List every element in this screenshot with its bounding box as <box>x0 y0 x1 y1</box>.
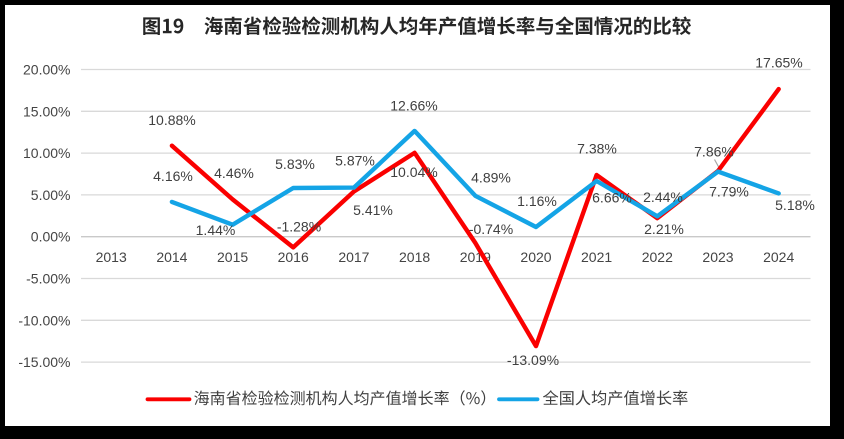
svg-text:2023: 2023 <box>702 249 733 265</box>
svg-text:7.86%: 7.86% <box>694 144 734 160</box>
svg-text:12.66%: 12.66% <box>390 98 437 114</box>
svg-text:2.44%: 2.44% <box>643 189 683 205</box>
svg-text:2022: 2022 <box>642 249 673 265</box>
svg-text:10.00%: 10.00% <box>23 145 70 161</box>
svg-text:2.21%: 2.21% <box>644 221 684 237</box>
svg-text:2021: 2021 <box>581 249 612 265</box>
svg-text:20.00%: 20.00% <box>23 62 70 78</box>
svg-text:5.41%: 5.41% <box>353 202 393 218</box>
svg-text:2013: 2013 <box>96 249 127 265</box>
svg-text:4.46%: 4.46% <box>214 165 254 181</box>
svg-text:2024: 2024 <box>763 249 794 265</box>
svg-text:10.04%: 10.04% <box>390 164 437 180</box>
svg-text:7.79%: 7.79% <box>709 184 749 200</box>
svg-text:5.83%: 5.83% <box>275 156 315 172</box>
svg-text:2017: 2017 <box>338 249 369 265</box>
svg-text:6.66%: 6.66% <box>592 190 632 206</box>
svg-text:2020: 2020 <box>520 249 551 265</box>
svg-text:17.65%: 17.65% <box>755 55 802 71</box>
svg-text:4.89%: 4.89% <box>471 170 511 186</box>
svg-text:2014: 2014 <box>156 249 187 265</box>
svg-text:0.00%: 0.00% <box>31 229 71 245</box>
svg-text:-13.09%: -13.09% <box>507 352 559 368</box>
svg-text:7.38%: 7.38% <box>577 141 617 157</box>
svg-text:2015: 2015 <box>217 249 248 265</box>
svg-text:-0.74%: -0.74% <box>469 221 513 237</box>
svg-text:-15.00%: -15.00% <box>18 354 70 370</box>
svg-text:-1.28%: -1.28% <box>277 219 321 235</box>
svg-text:5.87%: 5.87% <box>335 153 375 169</box>
svg-text:5.00%: 5.00% <box>31 187 71 203</box>
svg-text:-5.00%: -5.00% <box>26 271 70 287</box>
svg-text:1.44%: 1.44% <box>196 222 236 238</box>
svg-text:15.00%: 15.00% <box>23 103 70 119</box>
svg-text:10.88%: 10.88% <box>148 112 195 128</box>
svg-text:2018: 2018 <box>399 249 430 265</box>
svg-text:5.18%: 5.18% <box>775 197 815 213</box>
svg-text:4.16%: 4.16% <box>153 168 193 184</box>
svg-text:-10.00%: -10.00% <box>18 312 70 328</box>
svg-text:1.16%: 1.16% <box>517 193 557 209</box>
svg-text:2016: 2016 <box>278 249 309 265</box>
